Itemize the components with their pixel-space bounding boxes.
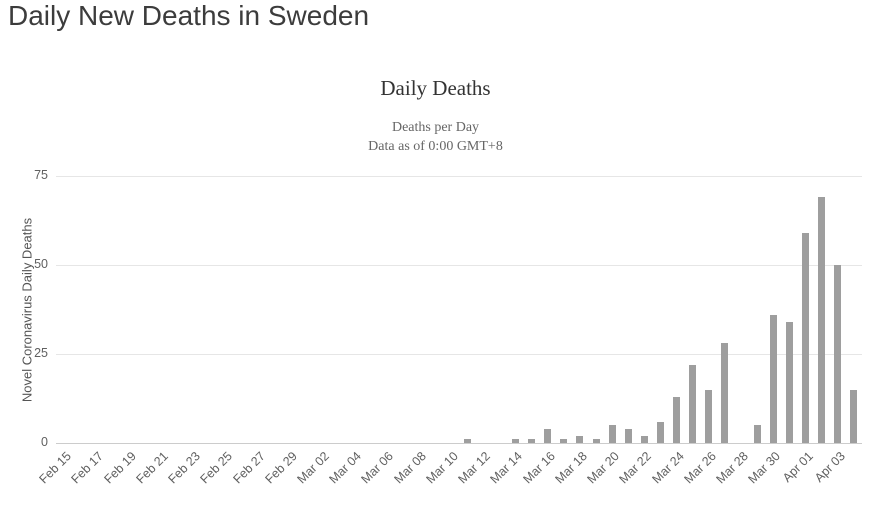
bar-mar-24[interactable] — [673, 397, 681, 443]
bar-mar-18[interactable] — [576, 436, 584, 443]
chart-title: Daily Deaths — [380, 76, 491, 100]
bar-mar-21[interactable] — [624, 429, 632, 443]
page-title: Daily New Deaths in Sweden — [8, 0, 370, 31]
chart-subtitle-line1: Deaths per Day — [391, 120, 480, 135]
bar-mar-11[interactable] — [463, 439, 471, 443]
plot-area: 0 25 50 75 Feb 15 Feb 17 Feb 19 Feb 21 Feb 23 Feb… — [34, 168, 862, 486]
y-axis-title: Novel Coronavirus Daily Deaths — [19, 217, 35, 403]
bar-mar-14[interactable] — [511, 439, 519, 443]
bar-apr-03[interactable] — [834, 265, 842, 443]
gridline — [56, 354, 862, 355]
bar-mar-22[interactable] — [640, 436, 648, 443]
bar-mar-23[interactable] — [657, 422, 664, 443]
bar-mar-27[interactable] — [721, 343, 729, 443]
bar-apr-02[interactable] — [818, 197, 826, 443]
gridline — [56, 176, 862, 177]
chart-subtitle-line2: Data as of 0:00 GMT+8 — [368, 139, 503, 154]
y-axis-tick-label: 50 — [34, 257, 48, 271]
bar-mar-15[interactable] — [528, 439, 536, 443]
y-axis-tick-label: 0 — [41, 435, 48, 449]
bar-mar-26[interactable] — [705, 390, 713, 443]
bar-mar-31[interactable] — [785, 322, 793, 443]
bar-mar-19[interactable] — [592, 439, 600, 443]
bar-mar-29[interactable] — [753, 425, 761, 443]
bar-mar-17[interactable] — [560, 439, 568, 443]
bar-mar-30[interactable] — [769, 315, 777, 443]
bar-mar-16[interactable] — [544, 429, 552, 443]
bar-apr-01[interactable] — [802, 233, 810, 443]
y-axis-tick-label: 75 — [34, 168, 48, 182]
bar-apr-04[interactable] — [850, 390, 858, 443]
chart-subtitle: Deaths per Day Data as of 0:00 GMT+8 — [0, 118, 871, 156]
bar-mar-20[interactable] — [608, 425, 616, 443]
bar-mar-25[interactable] — [689, 365, 697, 443]
y-axis-tick-label: 25 — [34, 346, 48, 360]
gridline — [56, 265, 862, 266]
